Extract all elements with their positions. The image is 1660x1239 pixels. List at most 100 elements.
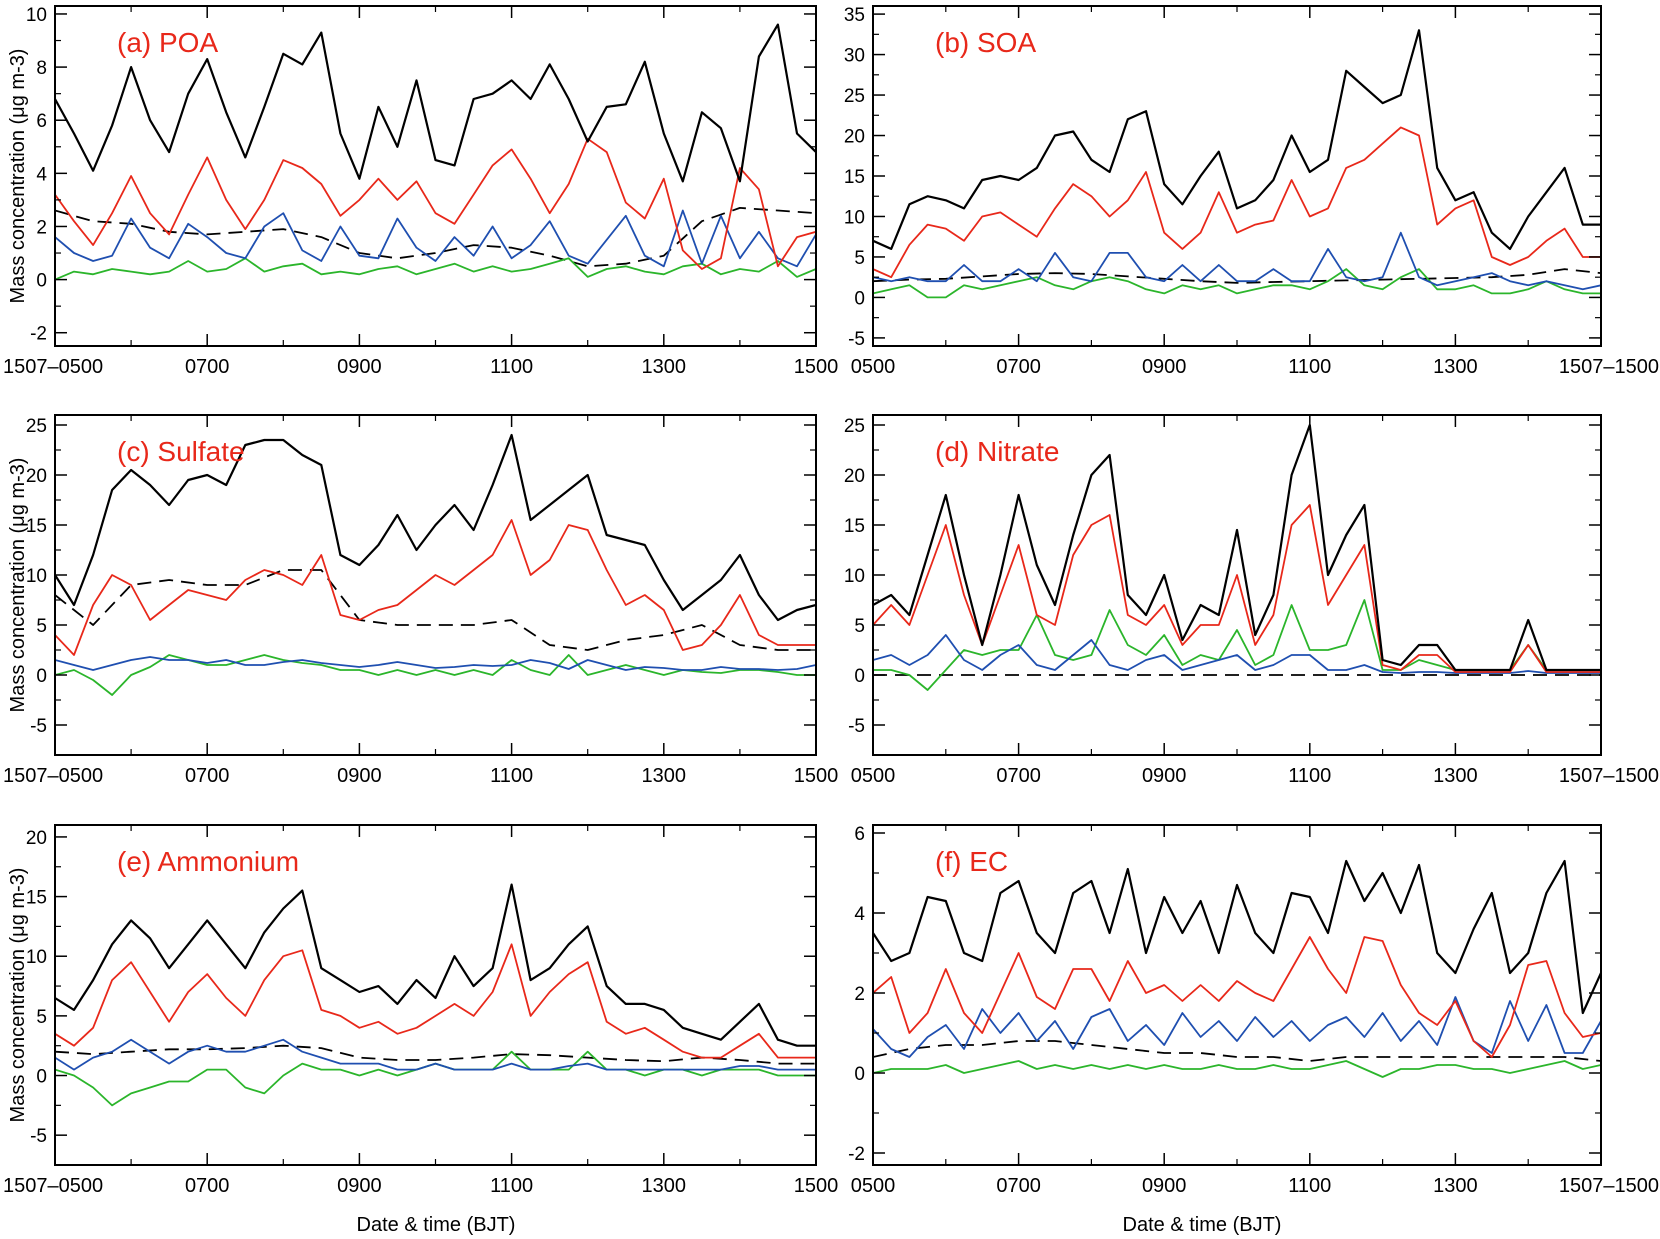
y-tick-label: 20 xyxy=(26,466,47,487)
y-tick-label: 20 xyxy=(844,466,865,487)
panel-title: (d) Nitrate xyxy=(935,436,1059,467)
y-tick-label: 10 xyxy=(844,566,865,587)
x-axis-label-right: Date & time (BJT) xyxy=(1123,1214,1282,1236)
y-tick-label: 0 xyxy=(36,1067,47,1088)
x-tick-label: 1300 xyxy=(1433,765,1478,787)
series-line-dashed xyxy=(873,1040,1601,1062)
y-tick-label: 25 xyxy=(844,86,865,107)
x-tick-label: 1100 xyxy=(1288,1175,1331,1197)
y-tick-label: 0 xyxy=(36,271,47,292)
x-tick-label: 1300 xyxy=(1433,1175,1478,1197)
x-tick-label: 0900 xyxy=(337,765,382,787)
x-tick-label: 0500 xyxy=(851,765,896,787)
x-tick-label: 0700 xyxy=(185,765,230,787)
y-tick-label: 10 xyxy=(26,5,47,26)
y-tick-label: 2 xyxy=(854,984,865,1005)
series-line-series2 xyxy=(873,126,1601,279)
y-axis-label: Mass concentration (μg m-3) xyxy=(7,458,29,713)
x-tick-label: 1507–1500 xyxy=(1559,765,1659,787)
y-axis-label: Mass concentration (μg m-3) xyxy=(7,868,29,1123)
series-line-series3 xyxy=(55,209,816,268)
x-tick-label: 0500 xyxy=(851,356,896,378)
y-tick-label: 15 xyxy=(844,167,865,188)
x-tick-label: 1500 xyxy=(794,356,839,378)
panel-2: -5 0 5 10 15 20 25 30 35 0500 0700 0900 1100 1300 1507… xyxy=(844,5,1659,378)
x-tick-label: 1500 xyxy=(794,1175,839,1197)
x-tick-label: 1300 xyxy=(642,765,687,787)
y-tick-label: 20 xyxy=(844,127,865,148)
x-tick-label: 0500 xyxy=(851,1175,896,1197)
series-line-series2 xyxy=(873,504,1601,673)
x-tick-label: 1300 xyxy=(642,1175,687,1197)
y-tick-label: 8 xyxy=(36,58,47,79)
series-line-series2 xyxy=(55,943,816,1059)
y-tick-label: 15 xyxy=(26,888,47,909)
y-tick-label: 35 xyxy=(844,5,865,26)
series-line-series3 xyxy=(873,634,1601,674)
y-tick-label: 15 xyxy=(844,516,865,537)
series-line-total xyxy=(55,23,816,183)
series-line-series2 xyxy=(55,519,816,656)
series-line-dashed xyxy=(55,206,816,268)
series-line-total xyxy=(55,883,816,1047)
panel-1: -2 0 2 4 6 8 10 1507–0500 0700 0900 1100 1300 1500 (a… xyxy=(3,5,838,378)
panel-4: -5 0 5 10 15 20 25 0500 0700 0900 1100 1300 1507–150… xyxy=(844,414,1659,787)
y-tick-label: 0 xyxy=(36,666,47,687)
y-tick-label: 0 xyxy=(854,666,865,687)
series-line-series3 xyxy=(873,996,1601,1058)
series-line-series2 xyxy=(873,936,1601,1058)
x-tick-label: 0700 xyxy=(185,356,230,378)
series-line-series3 xyxy=(873,231,1601,291)
panel-title: (b) SOA xyxy=(935,27,1036,58)
y-tick-label: -5 xyxy=(848,329,865,350)
series-line-total xyxy=(55,433,816,622)
y-tick-label: 5 xyxy=(854,248,865,269)
y-tick-label: 2 xyxy=(36,217,47,238)
x-tick-label: 1100 xyxy=(1288,356,1331,378)
series-line-series4 xyxy=(873,1060,1601,1078)
series-line-total xyxy=(873,29,1601,250)
y-tick-label: 25 xyxy=(844,416,865,437)
y-tick-label: 10 xyxy=(26,566,47,587)
x-tick-label: 0700 xyxy=(996,1175,1041,1197)
y-tick-label: 4 xyxy=(854,904,865,925)
x-tick-label: 1500 xyxy=(794,765,839,787)
series-group xyxy=(55,433,816,696)
x-tick-label: 1507–1500 xyxy=(1559,1175,1659,1197)
y-tick-label: 30 xyxy=(844,46,865,67)
y-tick-label: 20 xyxy=(26,828,47,849)
y-tick-label: 5 xyxy=(854,616,865,637)
series-line-series3 xyxy=(55,656,816,671)
y-tick-label: -5 xyxy=(848,716,865,737)
y-tick-label: 15 xyxy=(26,516,47,537)
x-tick-label: 0900 xyxy=(337,1175,382,1197)
y-axis-label: Mass concentration (μg m-3) xyxy=(7,49,29,304)
y-tick-label: -5 xyxy=(30,1126,47,1147)
x-axis-label-left: Date & time (BJT) xyxy=(357,1214,516,1236)
series-group xyxy=(873,423,1601,691)
x-tick-label: 1300 xyxy=(642,356,687,378)
series-line-dashed xyxy=(55,569,816,651)
y-tick-label: -5 xyxy=(30,716,47,737)
x-tick-label: 1100 xyxy=(1288,765,1331,787)
x-tick-label: 0900 xyxy=(337,356,382,378)
x-tick-label: 0900 xyxy=(1142,1175,1187,1197)
x-tick-label: 1100 xyxy=(490,765,533,787)
y-tick-label: 10 xyxy=(26,947,47,968)
y-tick-label: 6 xyxy=(854,824,865,845)
x-tick-label: 1100 xyxy=(490,356,533,378)
y-tick-label: -2 xyxy=(848,1144,865,1165)
x-tick-label: 1100 xyxy=(490,1175,533,1197)
y-tick-label: 5 xyxy=(36,1007,47,1028)
x-tick-label: 0700 xyxy=(185,1175,230,1197)
series-line-total xyxy=(873,423,1601,672)
series-group xyxy=(873,29,1601,299)
series-group xyxy=(55,883,816,1107)
y-tick-label: 0 xyxy=(854,1064,865,1085)
series-line-dashed xyxy=(873,268,1601,284)
y-tick-label: 5 xyxy=(36,616,47,637)
y-tick-label: 4 xyxy=(36,164,47,185)
x-tick-label: 0900 xyxy=(1142,765,1187,787)
